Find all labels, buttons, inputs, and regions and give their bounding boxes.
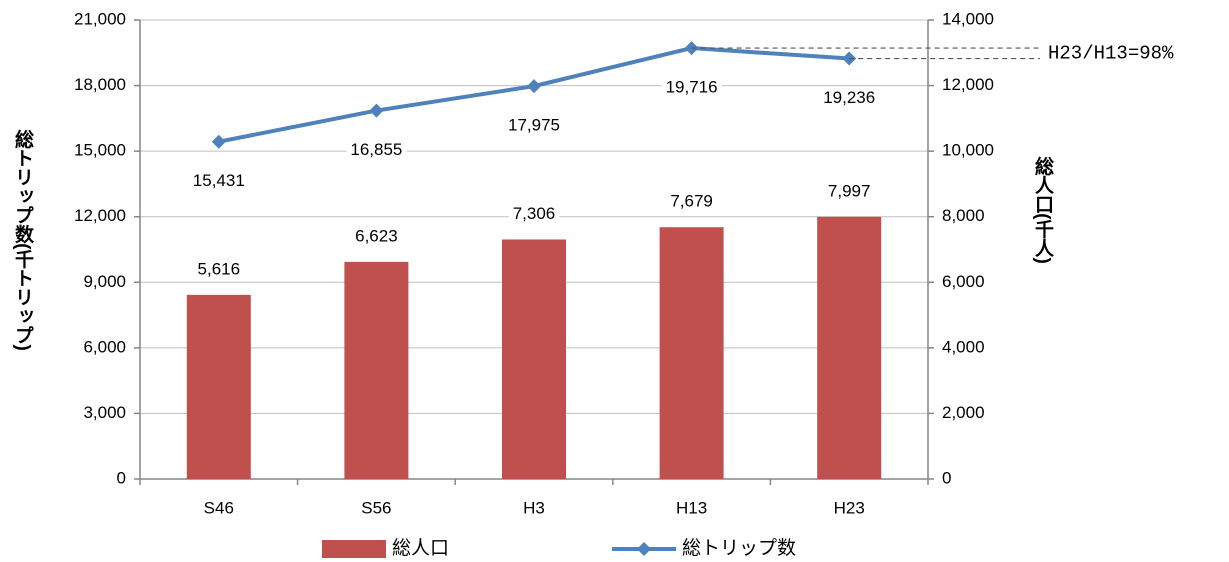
data-label-bg bbox=[351, 225, 402, 248]
y2-tick-label: 4,000 bbox=[942, 337, 985, 356]
data-label-bg bbox=[661, 77, 722, 100]
data-label: 19,716 bbox=[666, 78, 718, 97]
data-label: 19,236 bbox=[823, 88, 875, 107]
annotation: H23/H13=98% bbox=[1048, 42, 1174, 64]
bar bbox=[817, 216, 882, 480]
y2-tick-label: 12,000 bbox=[942, 75, 994, 94]
data-label-bg bbox=[508, 203, 560, 226]
data-label-bg bbox=[823, 180, 875, 203]
data-label: 16,855 bbox=[350, 140, 402, 159]
y2-tick-label: 10,000 bbox=[942, 141, 994, 160]
x-tick-label: H23 bbox=[834, 498, 865, 517]
y-tick-label: 3,000 bbox=[83, 403, 126, 422]
y-tick-label: 9,000 bbox=[83, 272, 126, 291]
bar bbox=[186, 294, 251, 479]
bar bbox=[344, 261, 409, 479]
y2-tick-label: 8,000 bbox=[942, 206, 985, 225]
y-tick-label: 15,000 bbox=[74, 141, 126, 160]
data-label: 7,679 bbox=[670, 192, 713, 211]
x-tick-label: S56 bbox=[361, 498, 391, 517]
x-tick-label: S46 bbox=[204, 498, 234, 517]
data-label: 15,431 bbox=[193, 171, 245, 190]
bar bbox=[502, 239, 566, 479]
y2-tick-label: 2,000 bbox=[942, 403, 985, 422]
data-label: 7,306 bbox=[513, 204, 556, 223]
point bbox=[527, 79, 541, 94]
data-label: 5,616 bbox=[198, 259, 241, 278]
legend-swatch bbox=[637, 542, 651, 556]
y2-axis-title: 総人口(千人) bbox=[1032, 155, 1054, 264]
y-tick-label: 18,000 bbox=[74, 75, 126, 94]
y2-tick-label: 14,000 bbox=[942, 9, 994, 28]
x-tick-label: H3 bbox=[523, 498, 545, 517]
legend-swatch bbox=[322, 540, 386, 558]
data-label: 17,975 bbox=[508, 116, 560, 135]
data-label-bg bbox=[504, 115, 564, 138]
data-label-bg bbox=[193, 258, 245, 281]
y-tick-label: 12,000 bbox=[74, 206, 126, 225]
data-label-bg bbox=[346, 139, 407, 162]
y-axis-title: 総トリップ数(千トリップ) bbox=[12, 128, 34, 351]
legend-label: 総トリップ数 bbox=[682, 537, 796, 559]
y2-tick-label: 6,000 bbox=[942, 272, 985, 291]
data-label-bg bbox=[188, 170, 249, 193]
bar bbox=[659, 227, 724, 479]
data-label: 7,997 bbox=[828, 181, 871, 200]
y-tick-label: 6,000 bbox=[83, 337, 126, 356]
y-tick-label: 0 bbox=[117, 468, 126, 487]
data-label-bg bbox=[666, 191, 717, 214]
y2-tick-label: 0 bbox=[942, 468, 951, 487]
y-tick-label: 21,000 bbox=[74, 9, 126, 28]
data-label-bg bbox=[819, 87, 880, 110]
data-label: 6,623 bbox=[355, 226, 398, 245]
point bbox=[211, 134, 226, 149]
point bbox=[369, 103, 384, 118]
x-tick-label: H13 bbox=[676, 498, 707, 517]
legend-label: 総人口 bbox=[392, 537, 449, 559]
